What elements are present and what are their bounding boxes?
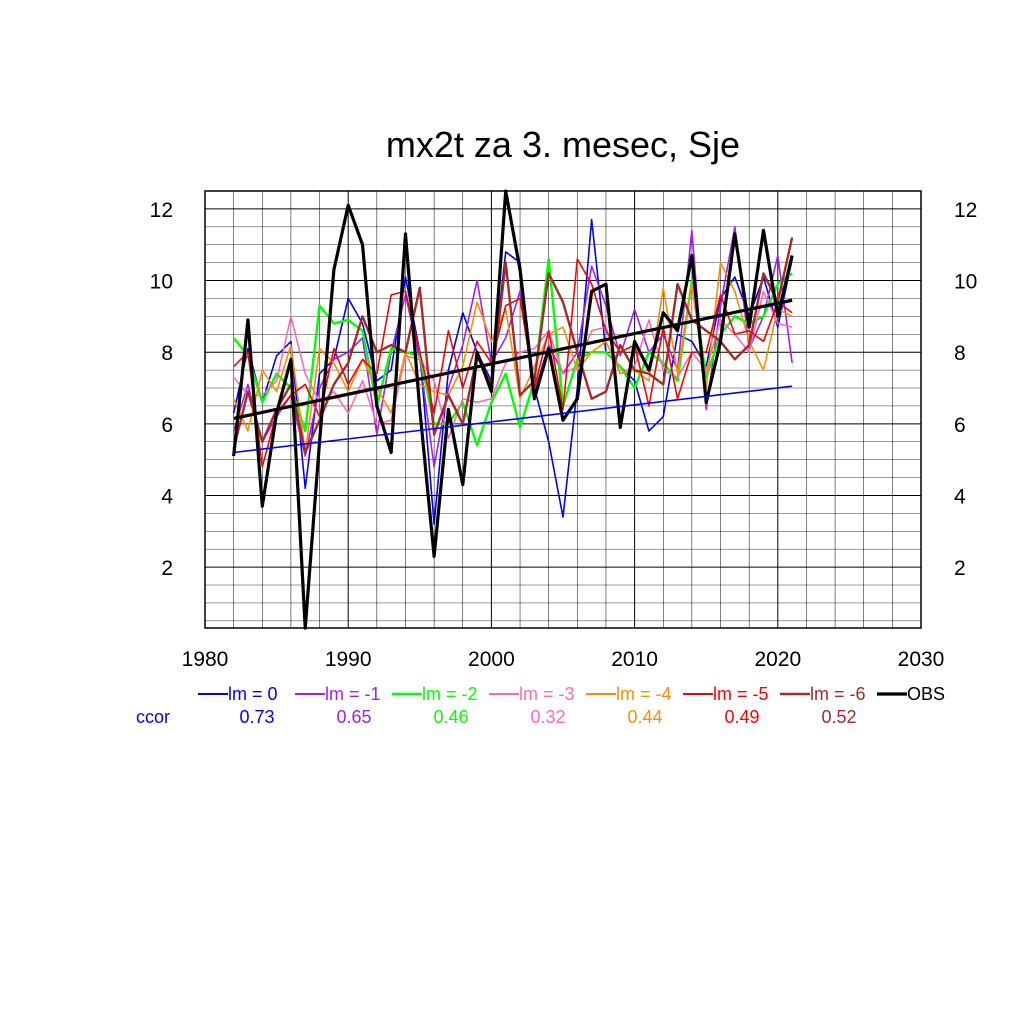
legend-label-2: lm = -2 xyxy=(422,684,478,704)
grid xyxy=(205,191,921,628)
legend-label-3: lm = -3 xyxy=(519,684,575,704)
legend-label-0: lm = 0 xyxy=(228,684,278,704)
legend: ccor lm = 0 0.73 lm = -1 0.65 lm = -2 0.46 lm =… xyxy=(136,684,945,727)
x-tick-label: 2030 xyxy=(898,648,945,671)
legend-label-7: OBS xyxy=(907,684,945,704)
y-tick-label-left: 12 xyxy=(150,199,173,222)
chart-title: mx2t za 3. mesec, Sje xyxy=(386,124,740,165)
legend-ccor-2: 0.46 xyxy=(433,707,468,727)
y-tick-label-right: 4 xyxy=(954,485,966,508)
plot-frame xyxy=(204,190,922,629)
x-tick-label: 1990 xyxy=(325,648,372,671)
legend-label-6: lm = -6 xyxy=(810,684,866,704)
y-tick-label-right: 8 xyxy=(954,342,966,365)
y-tick-label-left: 6 xyxy=(161,414,173,437)
plot-border xyxy=(204,190,922,629)
legend-ccor-5: 0.49 xyxy=(724,707,759,727)
x-tick-label: 2000 xyxy=(468,648,515,671)
series-line-5 xyxy=(233,258,793,468)
series-group xyxy=(232,189,794,630)
x-tick-label: 1980 xyxy=(182,648,229,671)
legend-ccor-6: 0.52 xyxy=(821,707,856,727)
legend-label-1: lm = -1 xyxy=(325,684,381,704)
ccor-label: ccor xyxy=(136,707,170,727)
x-tick-label: 2020 xyxy=(754,648,801,671)
legend-ccor-4: 0.44 xyxy=(627,707,662,727)
trend-line-7 xyxy=(233,298,793,421)
y-tick-label-right: 10 xyxy=(954,271,977,294)
legend-ccor-3: 0.32 xyxy=(530,707,565,727)
x-tick-label: 2010 xyxy=(611,648,658,671)
legend-label-4: lm = -4 xyxy=(616,684,672,704)
trend-line-0 xyxy=(233,385,793,454)
y-tick-label-right: 6 xyxy=(954,414,966,437)
legend-ccor-1: 0.65 xyxy=(336,707,371,727)
y-tick-label-right: 12 xyxy=(954,199,977,222)
y-tick-label-left: 4 xyxy=(161,485,173,508)
y-tick-label-right: 2 xyxy=(954,557,966,580)
y-tick-label-left: 2 xyxy=(161,557,173,580)
legend-label-5: lm = -5 xyxy=(713,684,769,704)
legend-ccor-0: 0.73 xyxy=(239,707,274,727)
tick-labels: 1980 1990 2000 2010 2020 2030 2 2 4 4 6 6 8 8 10 10 12 12 xyxy=(150,199,978,671)
y-tick-label-left: 10 xyxy=(150,271,173,294)
y-tick-label-left: 8 xyxy=(161,342,173,365)
series-line-7 xyxy=(232,189,794,630)
